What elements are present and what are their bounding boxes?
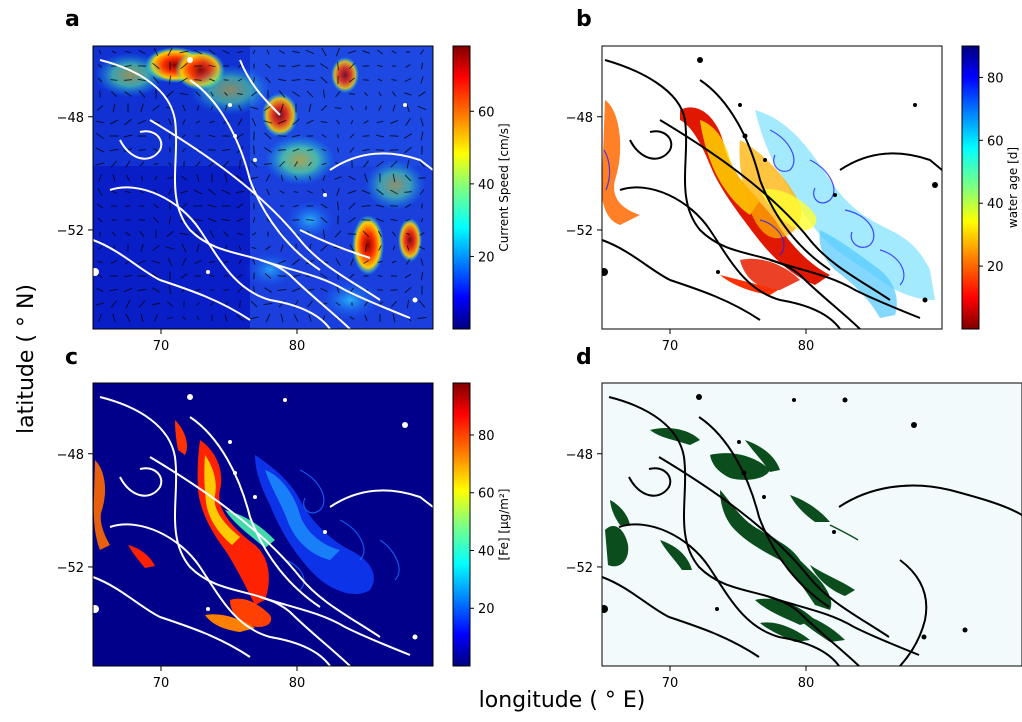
x-tick-label: 70 <box>662 676 679 691</box>
current-arrow <box>100 232 101 237</box>
colorbar-panel-b: 20 40 60 80 water age [d] <box>962 46 1020 329</box>
x-tick-label: 80 <box>798 676 815 691</box>
x-axis-label: longitude ( ° E) <box>479 688 646 713</box>
current-arrow <box>208 150 215 151</box>
colorbar-gradient <box>453 383 470 666</box>
x-tick-label: 70 <box>153 339 170 354</box>
colorbar-label: Current Speed [cm/s] <box>497 123 511 251</box>
panel-b: b <box>576 7 942 329</box>
colorbar-tick-label: 60 <box>987 134 1004 149</box>
panel-b-letter: b <box>576 7 592 32</box>
colorbar-label: [Fe] [μg/m²] <box>497 489 511 561</box>
current-arrow <box>224 80 229 81</box>
panel-a-letter: a <box>65 7 80 32</box>
panel-d: d <box>576 345 1022 666</box>
panel-c-map <box>91 383 433 666</box>
colorbar-tick-label: 80 <box>478 429 495 444</box>
panel-d-letter: d <box>576 345 592 370</box>
y-tick-label: −52 <box>566 224 593 239</box>
x-tick-label: 80 <box>289 339 306 354</box>
colorbar-tick-label: 20 <box>478 250 495 265</box>
y-tick-label: −48 <box>566 448 593 463</box>
y-tick-label: −48 <box>566 111 593 126</box>
colorbar-tick-label: 20 <box>478 602 495 617</box>
current-arrow <box>293 220 300 221</box>
colorbar-label: water age [d] <box>1006 147 1020 228</box>
current-arrow <box>418 178 425 179</box>
x-tick-label: 80 <box>289 676 306 691</box>
x-tick-label: 70 <box>662 339 679 354</box>
colorbar-tick-label: 40 <box>987 197 1004 212</box>
panel-b-map <box>600 46 942 329</box>
panel-a: a <box>65 7 433 329</box>
colorbar-panel-c: 20 40 60 80 [Fe] [μg/m²] <box>453 383 511 666</box>
y-axis-label: latitude ( ° N) <box>14 284 39 434</box>
y-tick-label: −52 <box>566 561 593 576</box>
current-arrow <box>112 220 117 221</box>
x-tick-label: 70 <box>153 676 170 691</box>
colorbar-tick-label: 80 <box>987 71 1004 86</box>
current-arrow <box>240 300 241 308</box>
colorbar-gradient <box>453 46 470 329</box>
panel-c: c <box>65 345 433 666</box>
current-arrow <box>362 220 371 221</box>
colorbar-tick-label: 60 <box>478 105 495 120</box>
colorbar-tick-label: 60 <box>478 487 495 502</box>
colorbar-gradient <box>962 46 979 329</box>
current-arrow <box>376 150 384 151</box>
colorbar-tick-label: 40 <box>478 544 495 559</box>
current-arrow <box>170 148 171 153</box>
y-tick-label: −52 <box>57 561 84 576</box>
current-arrow <box>390 136 399 137</box>
y-tick-label: −52 <box>57 224 84 239</box>
x-tick-label: 80 <box>798 339 815 354</box>
y-tick-label: −48 <box>57 448 84 463</box>
current-arrow <box>278 276 287 277</box>
y-tick-label: −48 <box>57 111 84 126</box>
current-arrow <box>366 106 367 110</box>
colorbar-tick-label: 40 <box>478 178 495 193</box>
current-arrow <box>348 234 357 235</box>
panel-c-letter: c <box>65 345 78 370</box>
colorbar-tick-label: 20 <box>987 260 1004 275</box>
current-arrow <box>391 290 398 291</box>
panel-a-map <box>91 46 433 329</box>
current-arrow <box>363 66 370 67</box>
panel-d-map <box>600 383 1022 666</box>
